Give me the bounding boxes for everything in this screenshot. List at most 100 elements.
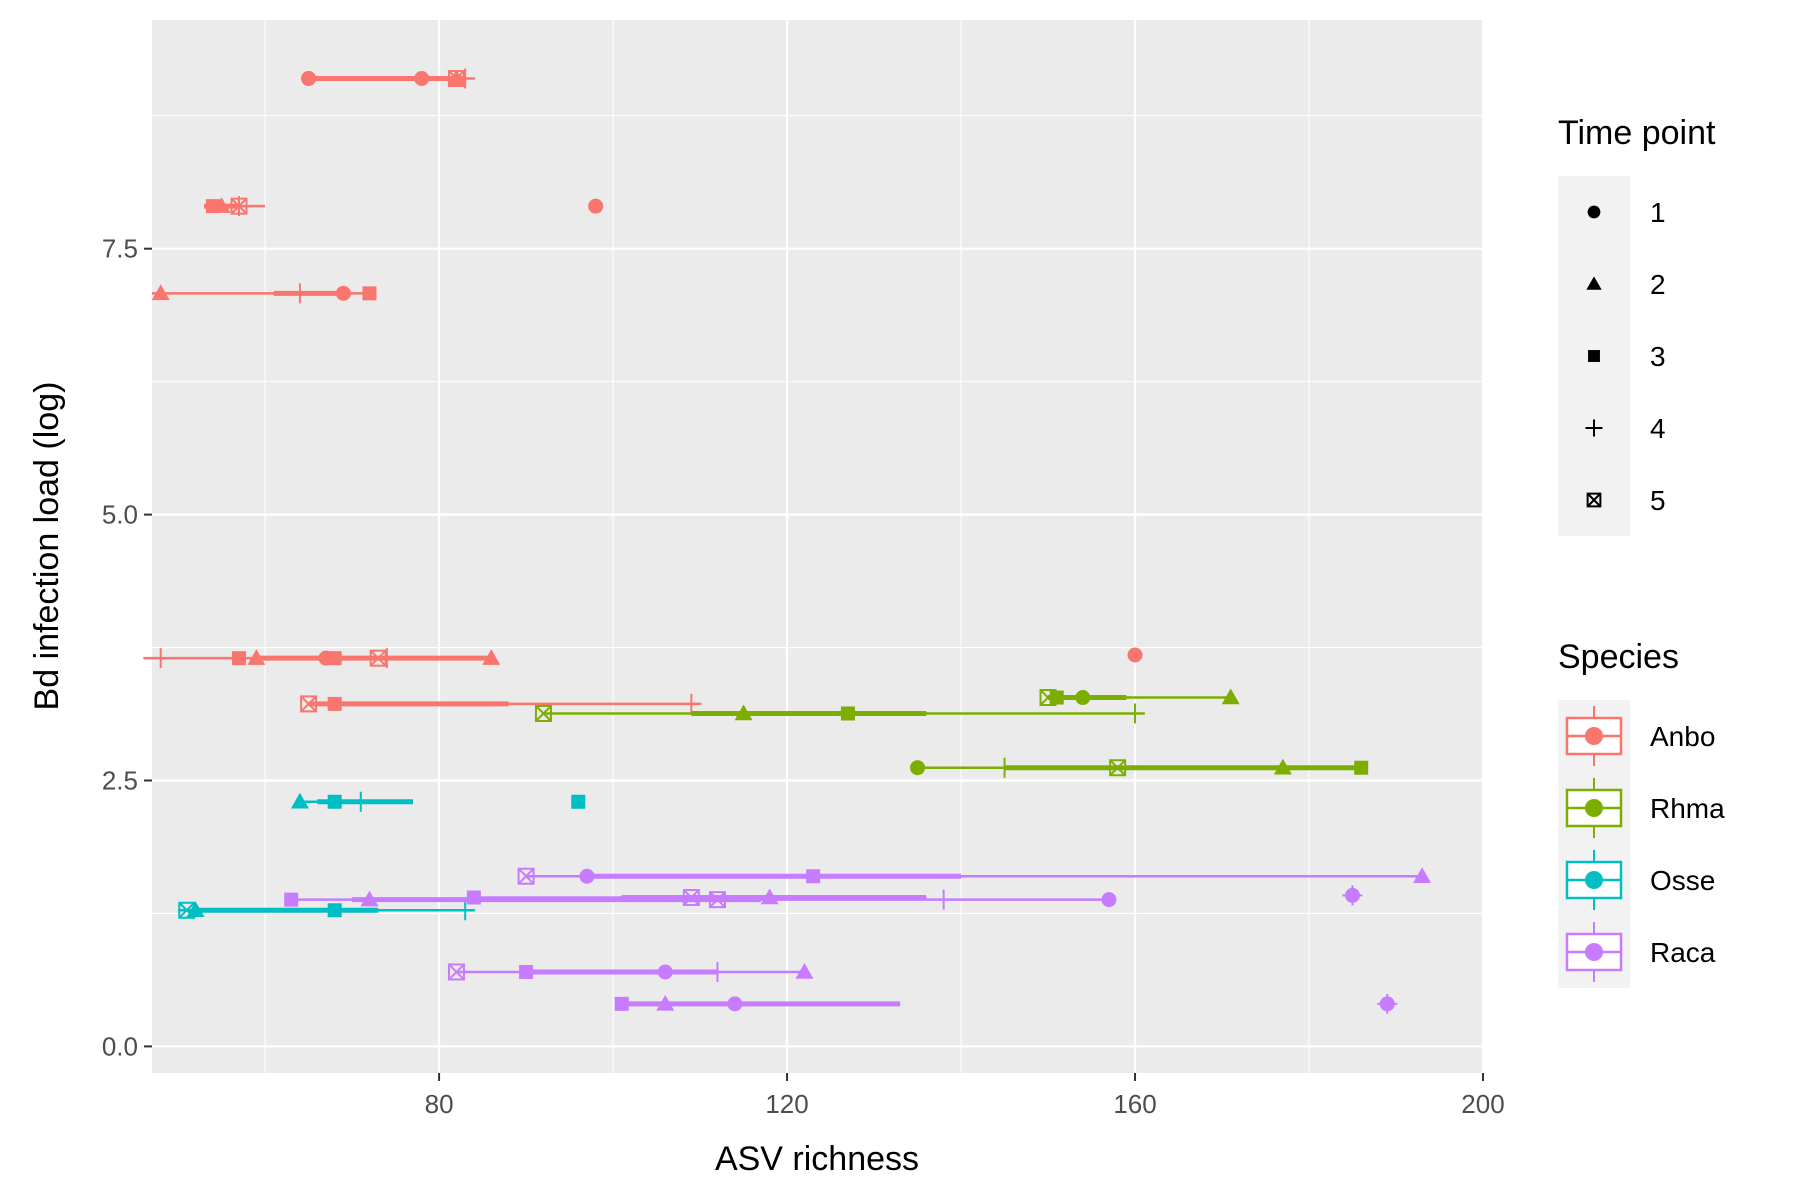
- point-tp-plus: [455, 68, 476, 89]
- point-tp-circle: [910, 760, 926, 776]
- point-square: [327, 651, 342, 666]
- point-tp-circle: [1127, 647, 1143, 663]
- point-tp-triangle: [360, 890, 379, 907]
- individual-range: [588, 198, 604, 214]
- point-tp-square-cross: [447, 963, 465, 981]
- point-tp-circle: [727, 996, 743, 1012]
- point-tp-triangle: [1413, 867, 1432, 883]
- point-square: [327, 696, 342, 711]
- point-square: [519, 964, 534, 979]
- point-tp-square: [614, 996, 629, 1011]
- legend-species-label: Rhma: [1650, 793, 1725, 824]
- legend-species-label: Raca: [1650, 937, 1716, 968]
- point-tp-plus: [1342, 885, 1363, 906]
- legend-key-point: [1585, 727, 1603, 745]
- point-triangle: [212, 197, 231, 213]
- legend-species-key: [1565, 850, 1623, 910]
- legend-time-point-title: Time point: [1558, 114, 1716, 152]
- series-anbo: [143, 68, 1143, 714]
- point-tp-square: [840, 706, 855, 721]
- legend-key-point: [1585, 871, 1603, 889]
- point-tp-triangle: [290, 792, 309, 809]
- point-circle: [579, 868, 595, 884]
- point-square: [327, 903, 342, 918]
- point-tp-square: [519, 964, 534, 979]
- point-tp-circle: [588, 198, 604, 214]
- point-tp-square: [327, 651, 342, 666]
- gridlines: [152, 20, 1485, 1073]
- x-tick-label: 120: [765, 1089, 808, 1119]
- point-square-cross-b: [517, 868, 535, 885]
- legend-key-point: [1585, 943, 1603, 961]
- individual-range: [290, 791, 413, 812]
- point-tp-circle: [301, 71, 317, 86]
- point-square-cross-box: [1109, 759, 1127, 777]
- point-triangle: [151, 284, 170, 301]
- point-circle: [301, 71, 317, 86]
- point-tp-square: [1049, 690, 1064, 705]
- point-square-cross-box: [1586, 492, 1602, 508]
- point-tp-circle: [579, 868, 595, 884]
- y-tick-label: 0.0: [102, 1031, 138, 1061]
- point-square-cross-box: [708, 891, 726, 909]
- point-square-cross-box: [447, 70, 465, 87]
- point-tp-triangle: [1221, 688, 1240, 705]
- point-triangle: [360, 890, 379, 907]
- point-triangle: [795, 962, 814, 979]
- point-tp-circle: [1075, 690, 1091, 706]
- point-tp-square: [362, 286, 377, 301]
- individual-range: [571, 794, 586, 809]
- legend-species: Species Anbo Rhma Osse Raca: [1558, 638, 1725, 988]
- point-square: [327, 794, 342, 809]
- point-circle: [910, 760, 926, 776]
- point-tp-square-cross: [447, 70, 465, 87]
- legend-species-key: [1565, 778, 1623, 838]
- point-triangle: [734, 704, 753, 721]
- series-rhma: [534, 688, 1369, 778]
- point-square: [1588, 350, 1600, 362]
- point-tp-plus: [1585, 419, 1603, 437]
- x-tick-label: 160: [1113, 1089, 1156, 1119]
- point-tp-triangle: [186, 901, 205, 918]
- point-tp-circle: [1587, 205, 1601, 219]
- point-triangle: [482, 649, 501, 665]
- point-tp-plus: [376, 648, 397, 669]
- point-tp-square-cross: [534, 704, 552, 722]
- plot-panel: [152, 20, 1483, 1073]
- individual-range: [1377, 993, 1398, 1014]
- point-square: [571, 794, 586, 809]
- point-circle: [1587, 205, 1601, 219]
- point-triangle: [1221, 688, 1240, 705]
- point-tp-square: [806, 869, 821, 884]
- point-tp-circle: [1101, 892, 1117, 908]
- chart-marks: [143, 68, 1432, 1014]
- x-tick-label: 80: [425, 1089, 454, 1119]
- point-tp-square-cross: [230, 197, 248, 215]
- legend-time-point-label: 4: [1650, 413, 1666, 444]
- point-circle: [588, 198, 604, 214]
- point-circle: [727, 996, 743, 1012]
- y-tick-label: 7.5: [102, 234, 138, 264]
- point-square-cross-box: [300, 695, 318, 713]
- point-tp-square: [1588, 350, 1600, 362]
- legend-species-key: [1565, 706, 1623, 766]
- point-square-cross-b: [709, 891, 726, 908]
- point-tp-triangle: [212, 197, 231, 213]
- individual-range: [284, 889, 1117, 910]
- point-square-cross-b: [230, 197, 248, 215]
- point-tp-square-cross: [708, 891, 726, 909]
- individual-range: [1039, 688, 1240, 707]
- point-tp-triangle: [1586, 276, 1602, 290]
- point-tp-triangle: [656, 994, 675, 1011]
- individual-range: [412, 68, 476, 89]
- point-tp-plus: [1377, 993, 1398, 1014]
- point-circle: [414, 71, 430, 86]
- individual-range: [910, 757, 1369, 778]
- legend-time-point: Time point 1 2 3 4 5: [1558, 114, 1716, 536]
- point-triangle: [1273, 758, 1292, 775]
- point-tp-plus: [289, 283, 310, 304]
- point-tp-circle: [414, 71, 430, 86]
- legend-species-key: [1565, 922, 1623, 982]
- x-tick-label: 200: [1461, 1089, 1504, 1119]
- point-circle: [1127, 647, 1143, 663]
